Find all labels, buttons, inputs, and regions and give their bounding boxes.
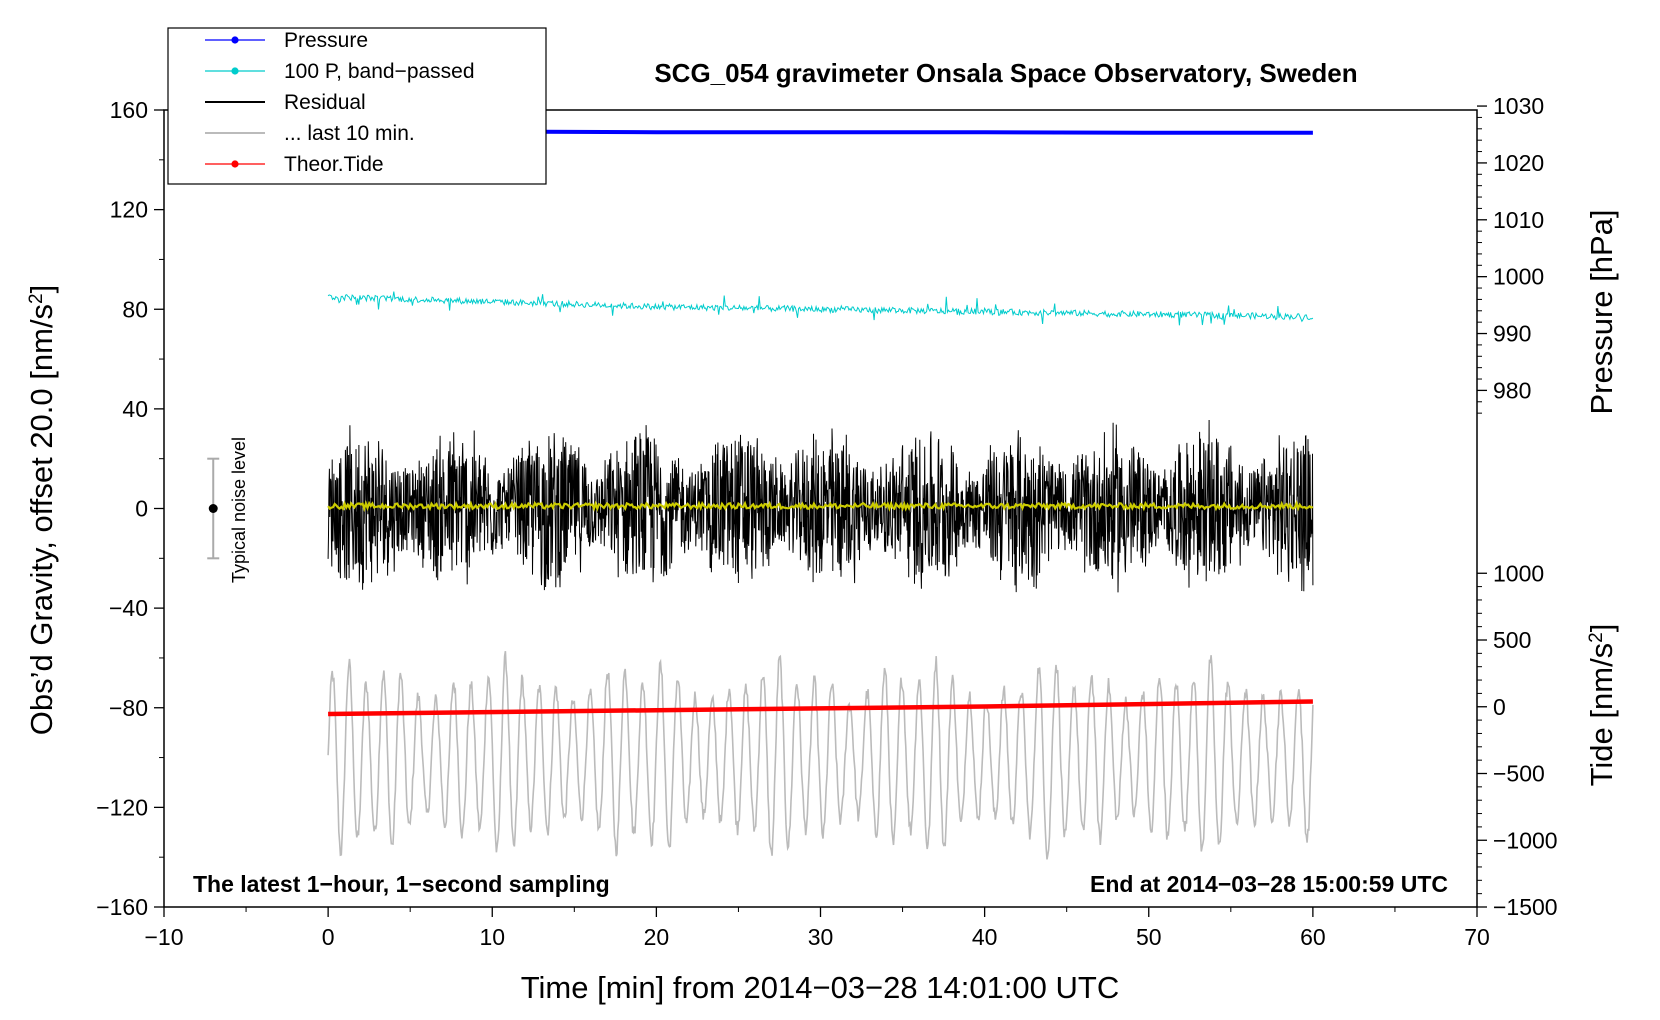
y-axis-left-title-text: Obs’d Gravity, offset 20.0 [nm/s (24, 304, 59, 735)
y-tick-label: 80 (122, 296, 148, 322)
legend: Pressure 100 P, band−passed Residual ... la… (167, 27, 547, 185)
y-axis-left-title: Obs’d Gravity, offset 20.0 [nm/s2] (24, 285, 59, 736)
y-axis-tide: 1000 500 0 −500 −1000 −1500 (1477, 560, 1558, 920)
tide-tick-label: 0 (1493, 694, 1506, 720)
y-tick-label: 40 (122, 396, 148, 422)
y-tick-label: −40 (109, 595, 148, 621)
y-axis-tide-title-sup: 2 (1586, 632, 1607, 643)
legend-marker (231, 36, 239, 44)
x-tick-label: 60 (1300, 924, 1326, 950)
legend-label: Residual (284, 91, 366, 114)
legend-label: ... last 10 min. (284, 122, 415, 145)
pressure-tick-label: 1000 (1493, 264, 1544, 290)
pressure-tick-label: 1010 (1493, 207, 1544, 233)
series-residual-line (327, 419, 1314, 593)
tide-tick-label: 1000 (1493, 560, 1544, 586)
x-tick-label: 10 (479, 924, 505, 950)
x-tick-label: −10 (144, 924, 183, 950)
x-axis: −10 0 10 20 30 40 50 60 70 (144, 907, 1490, 950)
y-axis-pressure-title: Pressure [hPa] (1584, 209, 1619, 414)
y-axis-tide-title-text: Tide [nm/s (1584, 643, 1619, 787)
series-last-10-min-line (327, 650, 1314, 860)
x-tick-label: 40 (972, 924, 998, 950)
series-theor-tide-line (328, 699, 1313, 717)
x-tick-label: 30 (808, 924, 834, 950)
legend-marker (231, 160, 239, 168)
x-tick-label: 0 (322, 924, 335, 950)
y-tick-label: −160 (96, 894, 148, 920)
legend-label: Theor.Tide (284, 153, 384, 176)
chart-title: SCG_054 gravimeter Onsala Space Observat… (654, 58, 1357, 88)
pressure-tick-label: 990 (1493, 321, 1531, 347)
x-axis-title: Time [min] from 2014−03−28 14:01:00 UTC (521, 970, 1120, 1005)
legend-marker (231, 67, 239, 75)
y-tick-label: 160 (110, 97, 148, 123)
y-axis-left-title-end: ] (24, 285, 59, 294)
tide-tick-label: −1500 (1493, 894, 1558, 920)
y-tick-label: −80 (109, 695, 148, 721)
y-tick-label: 0 (135, 496, 148, 522)
note-sampling: The latest 1−hour, 1−second sampling (193, 871, 610, 897)
noise-bar (207, 457, 220, 560)
y-axis-tide-title-end: ] (1584, 624, 1619, 633)
tide-tick-label: −500 (1493, 761, 1545, 787)
legend-label: Pressure (284, 29, 368, 52)
y-tick-label: 120 (110, 197, 148, 223)
y-axis-left: 160 120 80 40 0 −40 −80 −120 −160 (96, 97, 164, 920)
y-axis-left-title-sup: 2 (26, 293, 47, 304)
x-tick-label: 50 (1136, 924, 1162, 950)
series-band-passed-line (327, 291, 1314, 326)
y-axis-tide-title: Tide [nm/s2] (1584, 624, 1619, 787)
tide-tick-label: −1000 (1493, 827, 1558, 853)
x-tick-label: 20 (644, 924, 670, 950)
noise-bar-dot (208, 504, 218, 513)
noise-bar-label: Typical noise level (229, 437, 249, 583)
pressure-tick-label: 1030 (1493, 93, 1544, 119)
x-tick-label: 70 (1464, 924, 1490, 950)
pressure-tick-label: 1020 (1493, 150, 1544, 176)
legend-box (167, 27, 547, 185)
y-tick-label: −120 (96, 794, 148, 820)
note-end-time: End at 2014−03−28 15:00:59 UTC (1090, 871, 1448, 897)
y-axis-pressure: 980 990 1000 1010 1020 1030 (1477, 93, 1544, 414)
series-residual-smoothed-line (327, 500, 1314, 513)
pressure-tick-label: 980 (1493, 377, 1531, 403)
tide-tick-label: 500 (1493, 627, 1531, 653)
legend-label: 100 P, band−passed (284, 60, 475, 83)
